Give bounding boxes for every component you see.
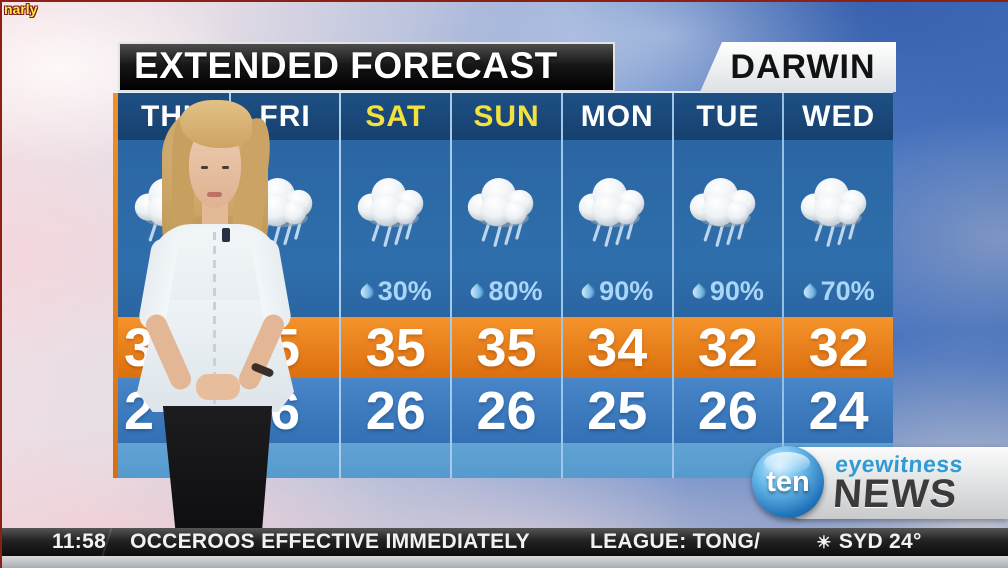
presenter-eye	[222, 166, 229, 169]
presenter-top-buttons	[213, 232, 216, 404]
rain-cloud-icon	[346, 166, 446, 250]
low-temp: 26	[673, 378, 783, 443]
presenter-skirt	[162, 406, 273, 532]
rain-chance: 90%	[599, 275, 654, 306]
ticker-secondary: LEAGUE: TONG/	[589, 530, 761, 553]
rain-cloud-icon	[567, 166, 667, 250]
forecast-column-tue: TUE 90% 32 26	[671, 93, 783, 478]
rain-chance: 80%	[488, 275, 543, 306]
ticker-weather-text: SYD 24°	[838, 530, 922, 553]
ticker-headline: OCCEROOS EFFECTIVE IMMEDIATELY	[130, 530, 530, 553]
rain-chance: 90%	[709, 275, 764, 306]
presenter-hands	[196, 374, 240, 400]
raindrop-icon	[579, 282, 598, 301]
forecast-title-bar: EXTENDED FORECAST	[118, 42, 615, 92]
watermark: narly	[4, 1, 38, 17]
ticker-time: 11:58	[52, 530, 107, 553]
rain-cloud-icon	[456, 166, 556, 250]
logo-name: NEWS	[831, 472, 959, 516]
high-temp: 32	[673, 317, 783, 378]
bottom-strip	[0, 556, 1008, 568]
forecast-column-mon: MON 90% 34 25	[560, 93, 672, 478]
presenter-hair	[172, 120, 194, 240]
ten-logo-sphere: ten	[752, 446, 824, 518]
day-label: MON	[562, 93, 672, 140]
raindrop-icon	[800, 282, 820, 301]
channel-logo: ten eyewitness NEWS	[752, 446, 1008, 519]
news-ticker: 11:58 OCCEROOS EFFECTIVE IMMEDIATELY LEA…	[0, 528, 1008, 556]
rain-chance: 30%	[377, 275, 432, 306]
day-label: SAT	[341, 93, 451, 140]
presenter-lips	[207, 192, 222, 197]
presenter-hair	[180, 100, 252, 148]
presenter-eye	[201, 166, 208, 169]
high-temp: 35	[452, 317, 561, 378]
forecast-column-wed: WED 70% 32 24	[782, 93, 893, 478]
low-temp: 26	[452, 378, 561, 443]
low-temp: 24	[784, 378, 893, 443]
low-temp: 26	[341, 378, 451, 443]
low-temp: 25	[562, 378, 672, 443]
location-banner: DARWIN	[700, 42, 896, 92]
table-footer-strip	[562, 443, 672, 478]
day-label: WED	[784, 93, 893, 140]
raindrop-icon	[689, 282, 709, 301]
high-temp: 34	[562, 317, 672, 378]
forecast-column-sat: SAT 30% 35 26	[339, 93, 451, 478]
day-label: TUE	[673, 93, 783, 140]
forecast-column-sun: SUN 80% 35 26	[450, 93, 561, 478]
rain-cloud-icon	[678, 166, 778, 250]
raindrop-icon	[357, 282, 377, 301]
table-footer-strip	[341, 443, 451, 478]
table-footer-strip	[452, 443, 561, 478]
lapel-mic	[222, 228, 230, 242]
raindrop-icon	[468, 282, 487, 301]
ticker-weather: ☀ SYD 24°	[816, 530, 921, 554]
rain-chance: 70%	[820, 275, 875, 306]
day-label: SUN	[452, 93, 561, 140]
high-temp: 32	[784, 317, 893, 378]
sun-icon: ☀	[816, 532, 832, 552]
high-temp: 35	[341, 317, 451, 378]
rain-cloud-icon	[789, 166, 889, 250]
